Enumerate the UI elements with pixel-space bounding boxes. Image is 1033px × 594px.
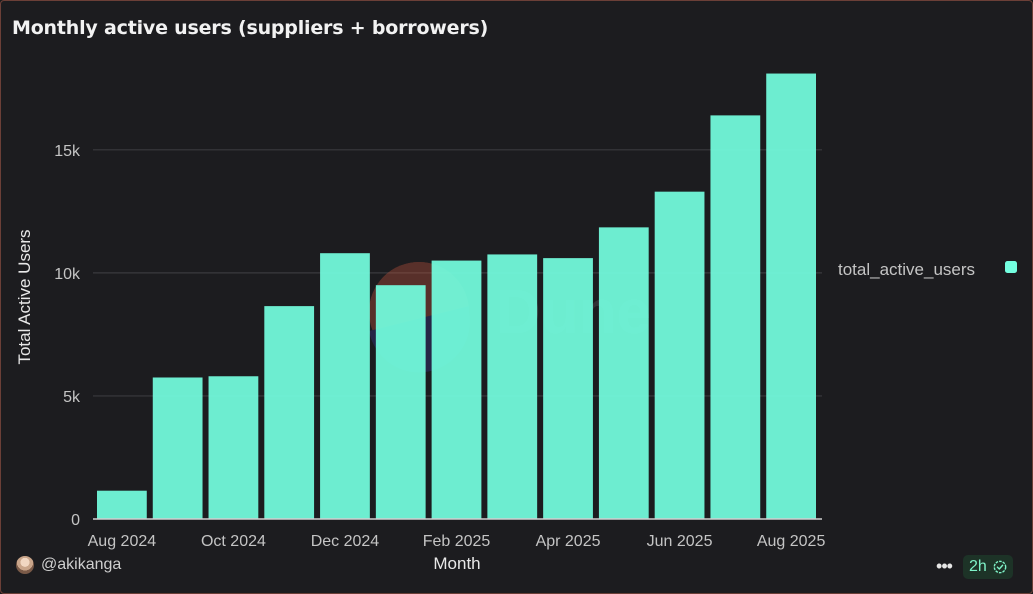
bar[interactable]: [431, 260, 482, 519]
refresh-age-badge[interactable]: 2h: [963, 555, 1013, 579]
bar[interactable]: [654, 191, 705, 520]
legend-swatch[interactable]: [1005, 261, 1017, 273]
bar[interactable]: [766, 73, 816, 519]
bar[interactable]: [487, 254, 538, 519]
x-tick-label: Oct 2024: [201, 533, 266, 550]
bar[interactable]: [375, 285, 426, 519]
bar[interactable]: [320, 253, 370, 519]
age-label: 2h: [969, 558, 987, 575]
y-tick-label: 10k: [54, 266, 81, 283]
x-tick-label: Aug 2024: [88, 533, 157, 550]
x-tick-label: Apr 2025: [536, 533, 601, 550]
bar[interactable]: [208, 376, 259, 519]
more-options-button[interactable]: •••: [933, 556, 955, 578]
bar[interactable]: [543, 258, 593, 519]
bar[interactable]: [598, 227, 649, 520]
y-tick-label: 5k: [63, 389, 81, 406]
author-username: @akikanga: [41, 556, 122, 573]
y-tick-label: 0: [71, 512, 80, 529]
y-axis-title: Total Active Users: [15, 229, 34, 364]
x-tick-label: Feb 2025: [423, 533, 491, 550]
x-axis-title: Month: [433, 554, 480, 573]
bar[interactable]: [97, 490, 147, 519]
more-icon: •••: [936, 556, 953, 576]
author-link[interactable]: @akikanga: [16, 556, 121, 574]
check-circle-icon: [993, 560, 1007, 574]
bar-series: [97, 73, 816, 520]
avatar: [16, 556, 34, 574]
x-tick-label: Jun 2025: [647, 533, 713, 550]
bar[interactable]: [152, 377, 203, 519]
y-tick-label: 15k: [54, 143, 81, 160]
chart-title: Monthly active users (suppliers + borrow…: [12, 17, 489, 39]
x-tick-label: Dec 2024: [311, 533, 380, 550]
bar[interactable]: [710, 115, 761, 519]
legend-label: total_active_users: [838, 260, 975, 279]
bar[interactable]: [264, 306, 315, 519]
x-tick-label: Aug 2025: [757, 533, 826, 550]
